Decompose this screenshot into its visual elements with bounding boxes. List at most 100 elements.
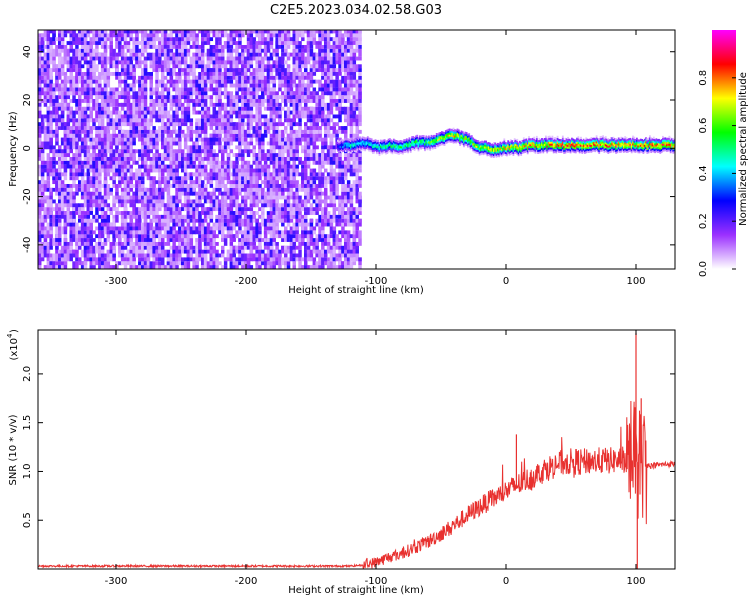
noise-cell [218,87,222,92]
noise-cell [123,207,128,215]
noise-cell [183,79,188,88]
noise-cell [126,191,131,200]
noise-cell [163,176,168,185]
noise-cell [112,30,116,34]
noise-cell [126,122,131,127]
noise-cell [155,52,159,61]
noise-cell [155,87,159,96]
noise-cell [218,91,222,96]
noise-cell [92,214,96,223]
noise-cell [43,265,48,269]
noise-cell [129,52,133,57]
noise-cell [146,37,151,42]
noise-cell [198,91,202,100]
noise-cell [206,110,211,115]
noise-cell [203,91,208,100]
noise-cell [86,238,91,242]
noise-cell [141,199,145,208]
noise-cell [66,191,71,196]
noise-cell [49,83,53,92]
noise-cell [189,211,194,219]
noise-cell [60,164,65,169]
noise-cell [186,199,191,208]
noise-cell [183,164,188,169]
noise-cell [123,230,128,235]
noise-cell [95,30,99,34]
noise-cell [115,226,119,231]
noise-cell [189,79,194,84]
noise-cell [92,195,96,200]
noise-cell [120,261,125,266]
noise-cell [135,172,139,181]
noise-cell [40,191,45,200]
noise-cell [284,60,288,65]
noise-cell [158,99,162,107]
noise-cell [55,168,59,177]
noise-cell [58,168,62,177]
noise-cell [120,187,125,192]
noise-cell [46,168,51,173]
noise-cell [286,45,291,49]
noise-cell [198,168,202,177]
noise-cell [163,234,168,239]
noise-cell [258,184,262,188]
noise-cell [292,261,296,266]
noise-cell [63,242,68,250]
noise-cell [315,211,319,215]
noise-cell [166,133,171,142]
noise-cell [155,33,159,42]
noise-cell [126,56,131,61]
noise-cell [192,257,196,266]
noise-cell [40,68,45,72]
noise-cell [49,91,53,96]
noise-cell [103,199,108,204]
noise-cell [215,207,219,212]
noise-cell [209,261,214,266]
noise-cell [284,253,288,258]
noise-cell [86,176,91,185]
noise-cell [212,64,216,73]
noise-cell [135,230,139,235]
noise-cell [143,137,148,146]
noise-cell [192,207,196,212]
noise-cell [66,56,71,65]
noise-cell [221,48,225,53]
noise-cell [178,133,182,138]
noise-cell [161,145,165,150]
noise-cell [149,110,153,119]
noise-cell [123,56,128,65]
noise-cell [195,95,199,100]
noise-cell [132,184,136,188]
noise-cell [166,99,171,103]
noise-cell [132,230,136,235]
noise-cell [80,176,85,181]
noise-cell [86,95,91,103]
noise-cell [143,157,148,161]
noise-cell [155,199,159,208]
noise-cell [86,187,91,196]
noise-cell [218,226,222,235]
noise-cell [80,180,85,185]
noise-cell [89,218,93,223]
noise-cell [158,95,162,100]
noise-cell [49,265,53,269]
noise-cell [186,191,191,200]
noise-cell [161,41,165,49]
noise-cell [218,99,222,103]
noise-cell [186,211,191,215]
noise-cell [69,218,73,223]
noise-cell [115,110,119,115]
noise-cell [138,207,142,212]
noise-cell [141,145,145,154]
noise-cell [55,106,59,115]
noise-cell [161,91,165,96]
noise-cell [100,126,105,130]
noise-cell [258,110,262,115]
noise-cell [218,133,222,138]
noise-cell [72,79,76,88]
noise-cell [181,153,185,157]
noise-cell [189,133,194,142]
noise-cell [138,133,142,138]
noise-cell [126,180,131,185]
noise-cell [161,30,165,34]
